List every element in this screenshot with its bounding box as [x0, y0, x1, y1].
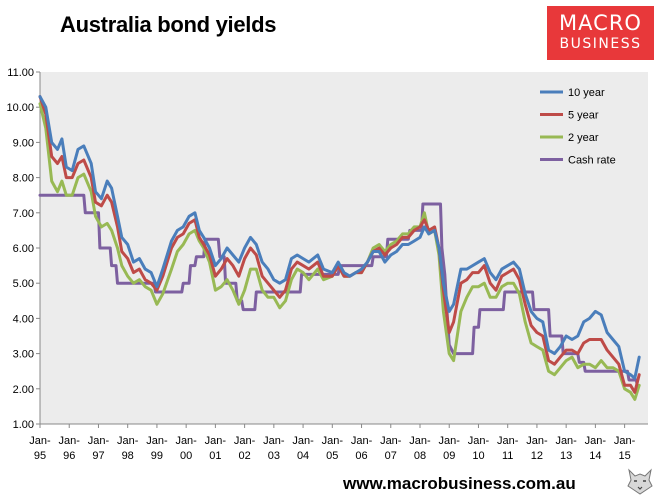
- x-tick-label-month: Jan-: [497, 435, 519, 447]
- y-tick-label: 11.00: [7, 67, 34, 79]
- x-tick-label-month: Jan-: [292, 435, 314, 447]
- y-tick-label: 5.00: [13, 278, 34, 290]
- y-tick-label: 10.00: [6, 102, 34, 114]
- x-tick-label-month: Jan-: [59, 435, 81, 447]
- x-tick-label-year: 11: [502, 450, 513, 462]
- x-tick-label-month: Jan-: [146, 435, 168, 447]
- y-tick-label: 2.00: [13, 384, 34, 396]
- x-tick-label-year: 98: [122, 450, 134, 462]
- x-tick-label-month: Jan-: [175, 435, 197, 447]
- x-tick-label-year: 96: [63, 450, 75, 462]
- x-tick-label-year: 10: [472, 450, 484, 462]
- x-tick-label-month: Jan-: [380, 435, 402, 447]
- y-tick-label: 8.00: [13, 173, 34, 185]
- axes: 1.00 2.00 3.00 4.00 5.00 6.00 7.00 8.00 9.00 10.0…: [6, 67, 648, 462]
- footer-url: www.macrobusiness.com.au: [343, 474, 576, 493]
- y-tick-label: 1.00: [13, 419, 34, 431]
- x-tick-label-year: 95: [34, 450, 46, 462]
- x-tick-label-year: 03: [268, 450, 280, 462]
- x-tick-label-year: 04: [297, 450, 309, 462]
- x-tick-label-year: 06: [355, 450, 367, 462]
- y-tick-label: 9.00: [13, 137, 34, 149]
- legend-label: 2 year: [568, 132, 599, 144]
- x-tick-label-year: 97: [92, 450, 104, 462]
- series-line-5-year: [38, 95, 641, 394]
- series-line-cash-rate: [38, 193, 640, 391]
- x-tick-label-year: 05: [326, 450, 338, 462]
- y-tick-label: 4.00: [13, 313, 34, 325]
- x-tick-label-month: Jan-: [29, 435, 51, 447]
- x-tick-label-month: Jan-: [555, 435, 577, 447]
- x-tick-label-year: 99: [151, 450, 163, 462]
- x-tick-label-year: 01: [209, 450, 221, 462]
- macrobusiness-logo: MACRO BUSINESS: [547, 6, 654, 60]
- legend-label: 10 year: [568, 87, 605, 99]
- x-tick-label-month: Jan-: [88, 435, 110, 447]
- x-tick-label-month: Jan-: [205, 435, 227, 447]
- series-line-10-year: [38, 95, 641, 380]
- x-tick-label-month: Jan-: [234, 435, 256, 447]
- x-tick-label-month: Jan-: [117, 435, 139, 447]
- x-tick-label-year: 13: [560, 450, 572, 462]
- y-tick-label: 7.00: [13, 208, 34, 220]
- x-tick-label-month: Jan-: [263, 435, 285, 447]
- logo-line-2: BUSINESS: [559, 36, 642, 52]
- x-tick-label-year: 02: [238, 450, 250, 462]
- wolf-icon: [627, 468, 653, 495]
- legend-label: Cash rate: [568, 155, 616, 167]
- x-tick-label-year: 15: [618, 450, 630, 462]
- chart-title: Australia bond yields: [60, 12, 277, 37]
- x-tick-label-month: Jan-: [468, 435, 490, 447]
- x-tick-label-month: Jan-: [526, 435, 548, 447]
- x-tick-label-year: 07: [385, 450, 397, 462]
- x-tick-label-year: 08: [414, 450, 426, 462]
- x-tick-label-year: 14: [589, 450, 601, 462]
- x-tick-label-month: Jan-: [614, 435, 636, 447]
- legend: 10 year 5 year 2 year Cash rate: [540, 87, 616, 167]
- y-tick-label: 6.00: [13, 243, 34, 255]
- x-tick-label-year: 00: [180, 450, 192, 462]
- x-tick-label-month: Jan-: [322, 435, 344, 447]
- x-tick-label-month: Jan-: [409, 435, 431, 447]
- y-tick-label: 3.00: [13, 349, 34, 361]
- x-tick-label-month: Jan-: [351, 435, 373, 447]
- logo-line-1: MACRO: [559, 11, 642, 35]
- x-tick-label-year: 09: [443, 450, 455, 462]
- x-tick-label-month: Jan-: [585, 435, 607, 447]
- series-lines: [38, 95, 641, 401]
- x-tick-label-month: Jan-: [439, 435, 461, 447]
- x-tick-label-year: 12: [531, 450, 543, 462]
- legend-label: 5 year: [568, 110, 599, 122]
